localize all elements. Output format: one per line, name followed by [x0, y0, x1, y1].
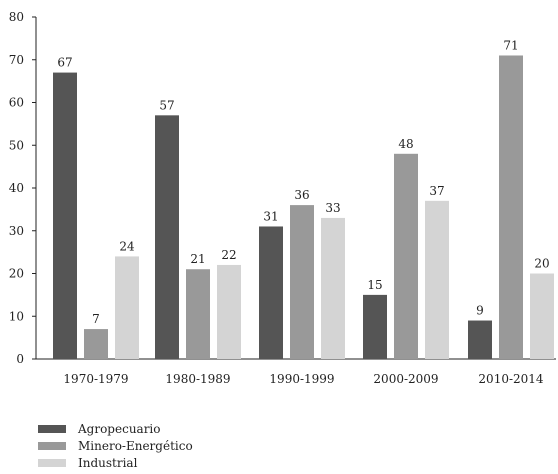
- bar-value-label: 71: [503, 38, 518, 52]
- bar: [394, 153, 418, 359]
- x-axis-ticks: 1970-1979 1980-1989 1990-1999 2000-2009 2010…: [63, 372, 543, 386]
- bar-value-label: 24: [119, 239, 135, 253]
- x-tick-label: 2010-2014: [478, 372, 543, 386]
- bar: [468, 320, 492, 359]
- bar-value-label: 36: [294, 188, 309, 202]
- legend-item-industrial: Industrial: [38, 454, 193, 471]
- bar: [155, 115, 179, 359]
- bar-value-label: 7: [92, 312, 100, 326]
- y-tick-label: 80: [9, 10, 24, 24]
- bars: [53, 55, 554, 359]
- y-tick-label: 50: [9, 138, 24, 152]
- legend-swatch-agropecuario: [38, 424, 66, 433]
- x-tick-label: 1980-1989: [165, 372, 230, 386]
- bar: [425, 200, 449, 359]
- bar: [290, 205, 314, 359]
- legend-swatch-industrial: [38, 458, 66, 467]
- legend-label-agropecuario: Agropecuario: [78, 421, 161, 436]
- bar: [186, 269, 210, 359]
- legend-label-minero-energetico: Minero-Energético: [78, 438, 193, 453]
- bar: [321, 217, 345, 359]
- bar-value-label: 67: [57, 56, 72, 70]
- bar-value-label: 31: [263, 209, 278, 223]
- y-axis-ticks: 0 10 20 30 40 50 60 70 80: [9, 10, 36, 366]
- bar-value-label: 57: [159, 98, 174, 112]
- bar-value-label: 33: [325, 201, 340, 215]
- x-tick-label: 2000-2009: [373, 372, 438, 386]
- y-tick-label: 30: [9, 224, 24, 238]
- legend-item-minero-energetico: Minero-Energético: [38, 437, 193, 454]
- bar-value-label: 15: [367, 278, 382, 292]
- legend-swatch-minero-energetico: [38, 441, 66, 450]
- data-labels: 67 7 24 57 21 22 31 36 33 15 48 37 9 71 20: [57, 38, 549, 326]
- x-tick-label: 1970-1979: [63, 372, 128, 386]
- bar: [84, 329, 108, 359]
- bar-value-label: 37: [429, 184, 444, 198]
- bar-value-label: 22: [221, 248, 236, 262]
- bar-value-label: 48: [398, 137, 413, 151]
- y-tick-label: 60: [9, 96, 24, 110]
- bar: [499, 55, 523, 359]
- y-tick-label: 10: [9, 309, 24, 323]
- bar: [259, 226, 283, 359]
- bar: [53, 72, 77, 359]
- bar: [115, 256, 139, 359]
- y-tick-label: 0: [16, 352, 24, 366]
- y-tick-label: 40: [9, 181, 24, 195]
- bar-value-label: 20: [534, 257, 549, 271]
- bar: [530, 273, 554, 359]
- legend: Agropecuario Minero-Energético Industria…: [38, 420, 193, 471]
- y-tick-label: 20: [9, 267, 24, 281]
- bar: [217, 264, 241, 359]
- bar-value-label: 9: [476, 304, 484, 318]
- legend-item-agropecuario: Agropecuario: [38, 420, 193, 437]
- bar: [363, 294, 387, 359]
- bar-value-label: 21: [190, 252, 205, 266]
- legend-label-industrial: Industrial: [78, 455, 138, 470]
- x-tick-label: 1990-1999: [269, 372, 334, 386]
- y-tick-label: 70: [9, 53, 24, 67]
